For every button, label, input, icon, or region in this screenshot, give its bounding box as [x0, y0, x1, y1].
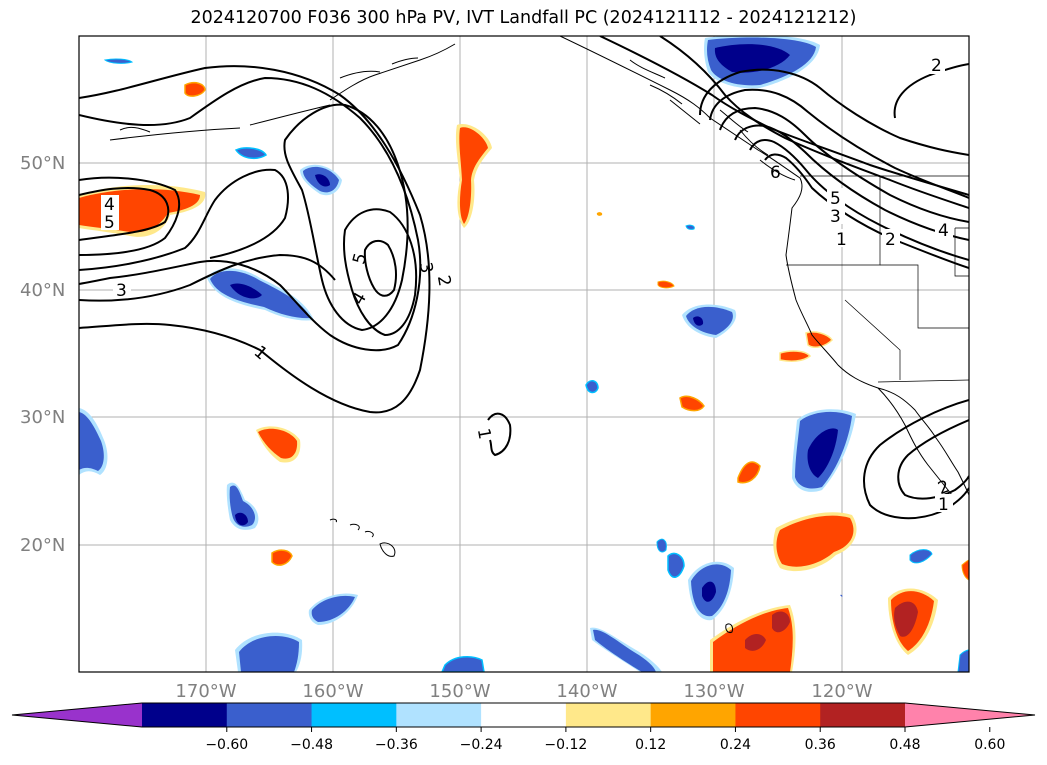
gridlines [79, 36, 969, 672]
lat-label-20n: 20°N [20, 535, 65, 556]
colorbar-tick-label: −0.60 [205, 737, 248, 753]
contour-label-3-center: 3 [415, 261, 437, 275]
colorbar: −0.60 −0.48 −0.36 −0.24 −0.12 0.12 0.24 0.36 0.4… [11, 702, 1036, 753]
plot-area [79, 36, 969, 672]
colorbar-segment [226, 703, 313, 727]
colorbar-tick-label: −0.12 [544, 737, 587, 753]
contour-label-5-w: 5 [104, 213, 115, 233]
lon-label-130w: 130°W [683, 681, 744, 702]
borders [786, 175, 969, 383]
colorbar-tick-label: 0.36 [805, 737, 836, 753]
colorbar-extend-low [12, 703, 142, 727]
colorbar-segment [396, 703, 482, 727]
colorbar-segment [650, 703, 736, 727]
colorbar-tick-label: 0.12 [635, 737, 666, 753]
contour-label-5-center: 5 [349, 251, 371, 267]
colorbar-tick-label: −0.36 [375, 737, 418, 753]
colorbar-tick-label: −0.24 [460, 737, 503, 753]
colorbar-outline [11, 702, 1036, 728]
colorbar-segment [735, 703, 821, 727]
colorbar-tick-label: 0.48 [889, 737, 920, 753]
colorbar-tick-label: 0.24 [720, 737, 751, 753]
colorbar-segment [565, 703, 652, 727]
contour-label-2-ne: 2 [931, 56, 942, 76]
contour-label-2-center: 2 [433, 274, 455, 288]
lon-label-140w: 140°W [556, 681, 617, 702]
lon-label-170w: 170°W [175, 681, 236, 702]
colorbar-tick-label: 0.60 [974, 737, 1005, 753]
plot-frame [78, 35, 970, 673]
lon-label-120w: 120°W [811, 681, 872, 702]
colorbar-segment [311, 703, 397, 727]
contour-label-5-ne: 5 [830, 189, 841, 209]
lat-label-30n: 30°N [20, 407, 65, 428]
ivt-contours [79, 36, 969, 520]
contour-labels: 2 4 5 3 5 4 3 2 1 1 6 5 3 1 2 4 2 1 [101, 54, 953, 515]
contour-label-2-e: 2 [885, 230, 896, 250]
map-title: 2024120700 F036 300 hPa PV, IVT Landfall… [190, 8, 857, 28]
colorbar-segment [142, 703, 228, 727]
contour-label-4-e: 4 [938, 221, 949, 241]
contour-label-6-ne: 6 [770, 163, 781, 183]
colorbar-segment [820, 703, 906, 727]
contour-label-1-se: 1 [938, 495, 949, 515]
colorbar-segment [481, 703, 567, 727]
lon-label-150w: 150°W [429, 681, 490, 702]
lat-label-40n: 40°N [20, 280, 65, 301]
colorbar-tick-label: −0.48 [290, 737, 333, 753]
latitude-labels: 50°N 40°N 30°N 20°N [20, 153, 65, 556]
contour-label-1-ne: 1 [836, 230, 847, 250]
contour-label-1-center: 1 [473, 427, 495, 441]
contour-label-3-ne: 3 [830, 207, 841, 227]
contour-label-4-w: 4 [104, 195, 115, 215]
contour-label-3-w: 3 [116, 281, 127, 301]
colorbar-extend-high [905, 703, 1035, 727]
lon-label-160w: 160°W [302, 681, 363, 702]
lat-label-50n: 50°N [20, 153, 65, 174]
longitude-labels: 170°W 160°W 150°W 140°W 130°W 120°W [175, 681, 872, 702]
